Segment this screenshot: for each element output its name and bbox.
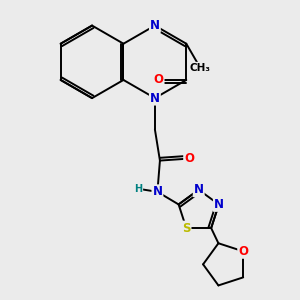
Text: S: S [182, 222, 190, 235]
Text: N: N [194, 183, 204, 196]
Text: N: N [214, 198, 224, 211]
Text: N: N [150, 19, 160, 32]
Text: N: N [152, 185, 162, 198]
Text: O: O [154, 74, 164, 86]
Text: N: N [150, 92, 160, 105]
Text: H: H [134, 184, 142, 194]
Text: O: O [238, 245, 248, 258]
Text: O: O [184, 152, 194, 165]
Text: CH₃: CH₃ [190, 63, 211, 73]
